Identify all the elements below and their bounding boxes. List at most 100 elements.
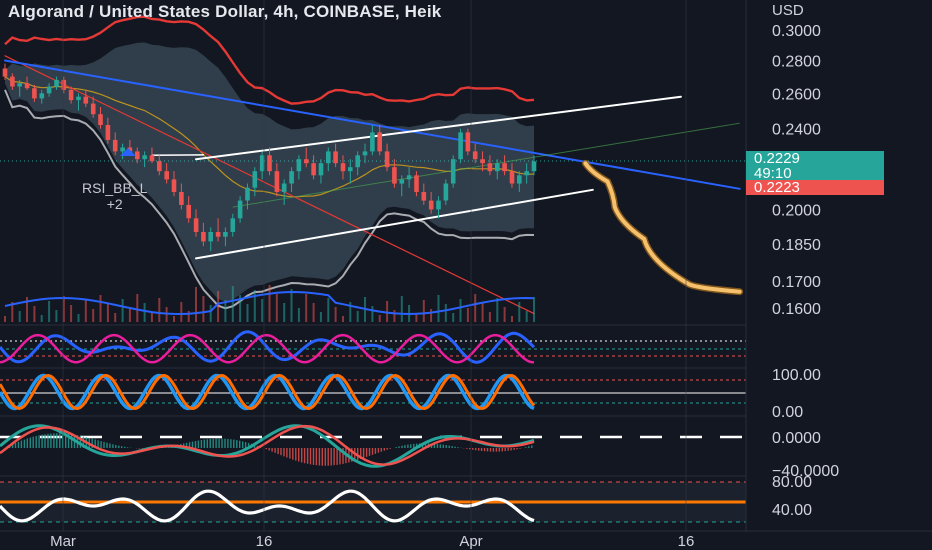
macd-histogram-bar	[519, 448, 521, 449]
candle-body	[157, 161, 162, 172]
price-tick-label: 0.2600	[772, 86, 821, 103]
volume-bar	[474, 294, 477, 322]
macd-histogram-bar	[230, 439, 232, 448]
macd-histogram-bar	[383, 448, 385, 451]
volume-bar	[26, 297, 28, 322]
candle-body	[421, 192, 427, 201]
macd-histogram-bar	[360, 448, 362, 459]
volume-bar	[283, 303, 286, 322]
currency-label: USD	[772, 2, 804, 19]
rsi-pane[interactable]	[0, 324, 746, 364]
candle-body	[186, 204, 191, 219]
macd-histogram-bar	[32, 436, 34, 448]
indicator-label[interactable]: RSI_BB_L +2	[82, 180, 147, 212]
volume-bar	[4, 316, 6, 322]
price-axis[interactable]: 0.3000 0.2800 0.2600 0.2400 0.2000 0.1850 0.17…	[745, 0, 839, 532]
macd-histogram-bar	[141, 448, 144, 449]
volume-bar	[356, 311, 359, 322]
candle-body	[304, 159, 309, 164]
macd-histogram-bar	[47, 433, 49, 448]
candle-body	[237, 200, 243, 219]
stochastic-pane[interactable]	[0, 367, 746, 411]
macd-histogram-bar	[221, 438, 223, 448]
volume-bar	[371, 306, 374, 322]
candle-body	[2, 68, 8, 77]
green-fib-line	[232, 122, 740, 208]
macd-histogram-bar	[362, 448, 365, 458]
macd-signal-line	[0, 424, 535, 466]
volume-bar	[224, 300, 227, 322]
macd-histogram-bar	[38, 435, 40, 448]
macd-histogram-bar	[404, 445, 406, 448]
candle-body	[524, 171, 529, 176]
candle-body	[289, 171, 294, 184]
macd-histogram-bar	[253, 444, 256, 448]
macd-histogram-bar	[486, 448, 489, 452]
macd-histogram-bar	[309, 448, 312, 465]
volume-bar	[452, 313, 455, 322]
macd-histogram-bar	[466, 448, 468, 449]
macd-histogram-bar	[439, 444, 441, 448]
macd-histogram-bar	[410, 444, 412, 448]
candle-body	[68, 89, 74, 101]
volume-bar	[400, 296, 403, 322]
main-price-pane[interactable]	[0, 15, 746, 322]
macd-histogram-bar	[531, 445, 533, 448]
volume-bar	[268, 285, 271, 322]
macd-histogram-bar	[106, 442, 108, 448]
candle-body	[487, 163, 493, 172]
oscillator-tick-label: 80.00	[772, 474, 812, 491]
oscillator-pane[interactable]	[0, 475, 746, 523]
macd-histogram-bar	[124, 446, 126, 448]
rsi-line	[0, 330, 536, 364]
candle-body	[112, 139, 118, 152]
time-tick-label: Apr	[459, 533, 482, 550]
macd-histogram-bar	[424, 443, 427, 448]
candle-body	[179, 192, 184, 205]
price-tick-label: 0.1700	[772, 274, 821, 291]
time-tick-label: 16	[678, 533, 695, 550]
macd-histogram-bar	[97, 440, 99, 448]
macd-histogram-bar	[233, 439, 235, 448]
volume-bar	[231, 286, 234, 322]
candle-body	[362, 151, 368, 156]
volume-bar	[312, 303, 315, 322]
macd-histogram-bar	[17, 441, 20, 448]
macd-histogram-bar	[389, 448, 391, 449]
macd-pane[interactable]	[0, 415, 746, 468]
macd-histogram-bar	[265, 448, 267, 450]
macd-histogram-bar	[280, 448, 282, 456]
macd-histogram-bar	[368, 448, 371, 456]
macd-histogram-bar	[100, 441, 102, 448]
candle-body	[120, 147, 125, 152]
volume-bar	[246, 304, 249, 322]
upper-ma-line	[4, 15, 535, 105]
candle-body	[223, 232, 228, 237]
macd-histogram-bar	[324, 448, 326, 466]
macd-histogram-bar	[289, 448, 291, 459]
volume-bar	[202, 296, 205, 322]
macd-histogram-bar	[244, 442, 247, 448]
candle-body	[83, 96, 89, 104]
volume-bar	[466, 308, 469, 322]
macd-histogram-bar	[492, 448, 495, 452]
candle-body	[10, 76, 15, 87]
time-tick-label: 16	[256, 533, 273, 550]
macd-histogram-bar	[336, 448, 338, 465]
volume-bar	[518, 302, 521, 322]
volume-bar	[180, 302, 183, 322]
candle-body	[495, 163, 500, 172]
candle-body	[458, 132, 463, 160]
volume-bar	[11, 302, 14, 322]
macd-histogram-bar	[138, 448, 141, 449]
candle-body	[480, 159, 485, 164]
volume-bar	[55, 310, 58, 322]
candle-body	[164, 171, 169, 180]
candle-body	[281, 183, 287, 192]
macd-histogram-bar	[209, 439, 211, 448]
volume-bar	[106, 304, 109, 322]
macd-histogram-bar	[112, 444, 114, 448]
